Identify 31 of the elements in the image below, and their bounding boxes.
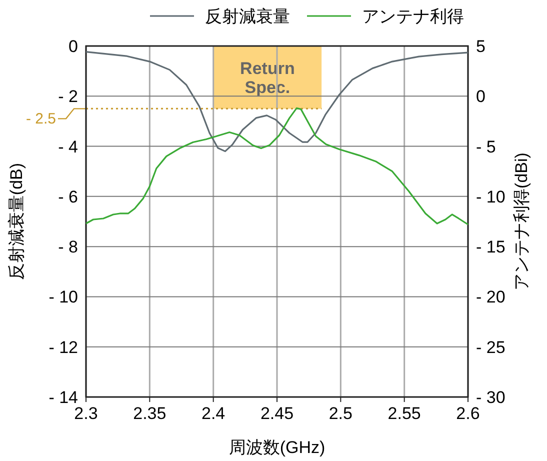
x-tick-label: 2.45 [260,404,294,423]
y2-tick-label: - 25 [476,338,506,357]
x-tick-label: 2.6 [456,404,480,423]
x-axis-title: 周波数(GHz) [228,438,326,457]
y2-tick-label: 5 [476,37,486,56]
y2-tick-label: - 10 [476,187,506,206]
y2-tick-label: 0 [476,87,486,106]
y-tick-label: - 4 [58,137,78,156]
y-tick-label: - 8 [58,238,78,257]
x-tick-label: 2.4 [202,404,226,423]
x-tick-label: 2.55 [388,404,421,423]
y-tick-label: 0 [68,37,78,56]
legend-label: アンテナ利得 [362,7,464,26]
y-tick-label: - 2 [58,87,78,106]
band-label: Return Spec. [240,59,295,97]
legend-label: 反射減衰量 [205,7,290,26]
ref-line-label: - 2.5 [26,110,56,128]
y2-tick-label: - 20 [476,288,506,307]
y2-tick-label: - 15 [476,238,506,257]
y-tick-label: - 14 [48,388,78,407]
y-tick-label: - 12 [48,338,78,357]
y2-tick-label: - 5 [476,137,496,156]
x-tick-label: 2.3 [74,404,98,423]
x-tick-label: 2.35 [133,404,166,423]
y2-tick-label: - 30 [476,388,506,407]
y2-axis-title: アンテナ利得(dBi) [512,152,531,290]
x-tick-label: 2.5 [328,404,352,423]
y-tick-label: - 10 [48,288,78,307]
y-axis-title: 反射減衰量(dB) [7,162,26,280]
band: Return Spec. [213,46,322,109]
y-tick-label: - 6 [58,187,78,206]
